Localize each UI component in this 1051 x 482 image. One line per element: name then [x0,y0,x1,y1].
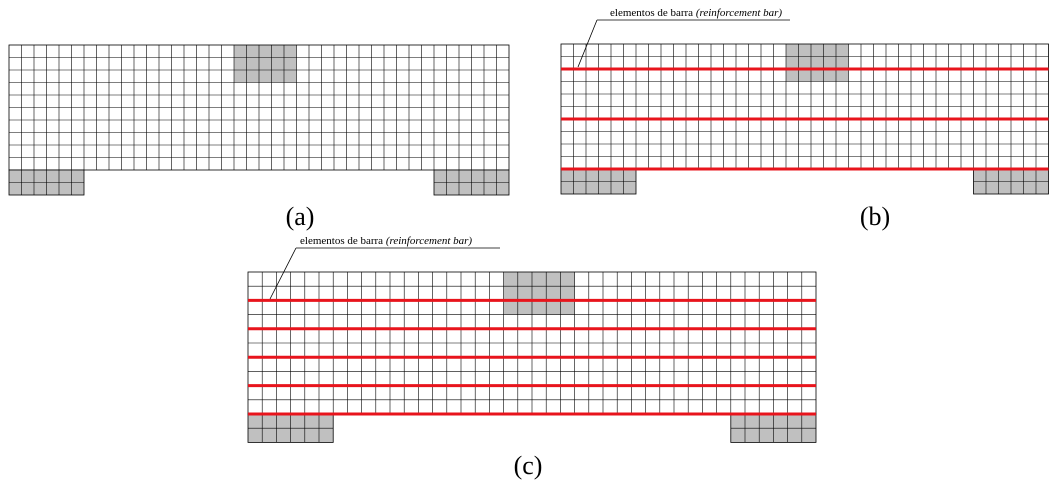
panel-b-leader-line [577,19,598,68]
panel-b-annotation: elementos de barra (reinforcement bar) [610,7,782,19]
panel-b-label: (b) [860,202,890,231]
panel-c-leader-line [269,247,297,300]
load-plate [503,272,575,315]
panel-c [247,271,817,443]
panel-c-label: (c) [514,451,543,480]
load-plate [234,45,297,83]
panel-a [8,44,510,196]
panel-b-annotation-text: elementos de barra [610,7,693,19]
panel-c-annotation-text: elementos de barra [300,235,383,247]
panel-b [560,43,1049,195]
panel-c-annotation: elementos de barra (reinforcement bar) [300,235,472,247]
panel-c-annotation-italic: (reinforcement bar) [386,235,473,247]
panel-b-annotation-italic: (reinforcement bar) [696,7,783,19]
panel-a-label: (a) [286,202,315,231]
load-plate [786,44,849,82]
